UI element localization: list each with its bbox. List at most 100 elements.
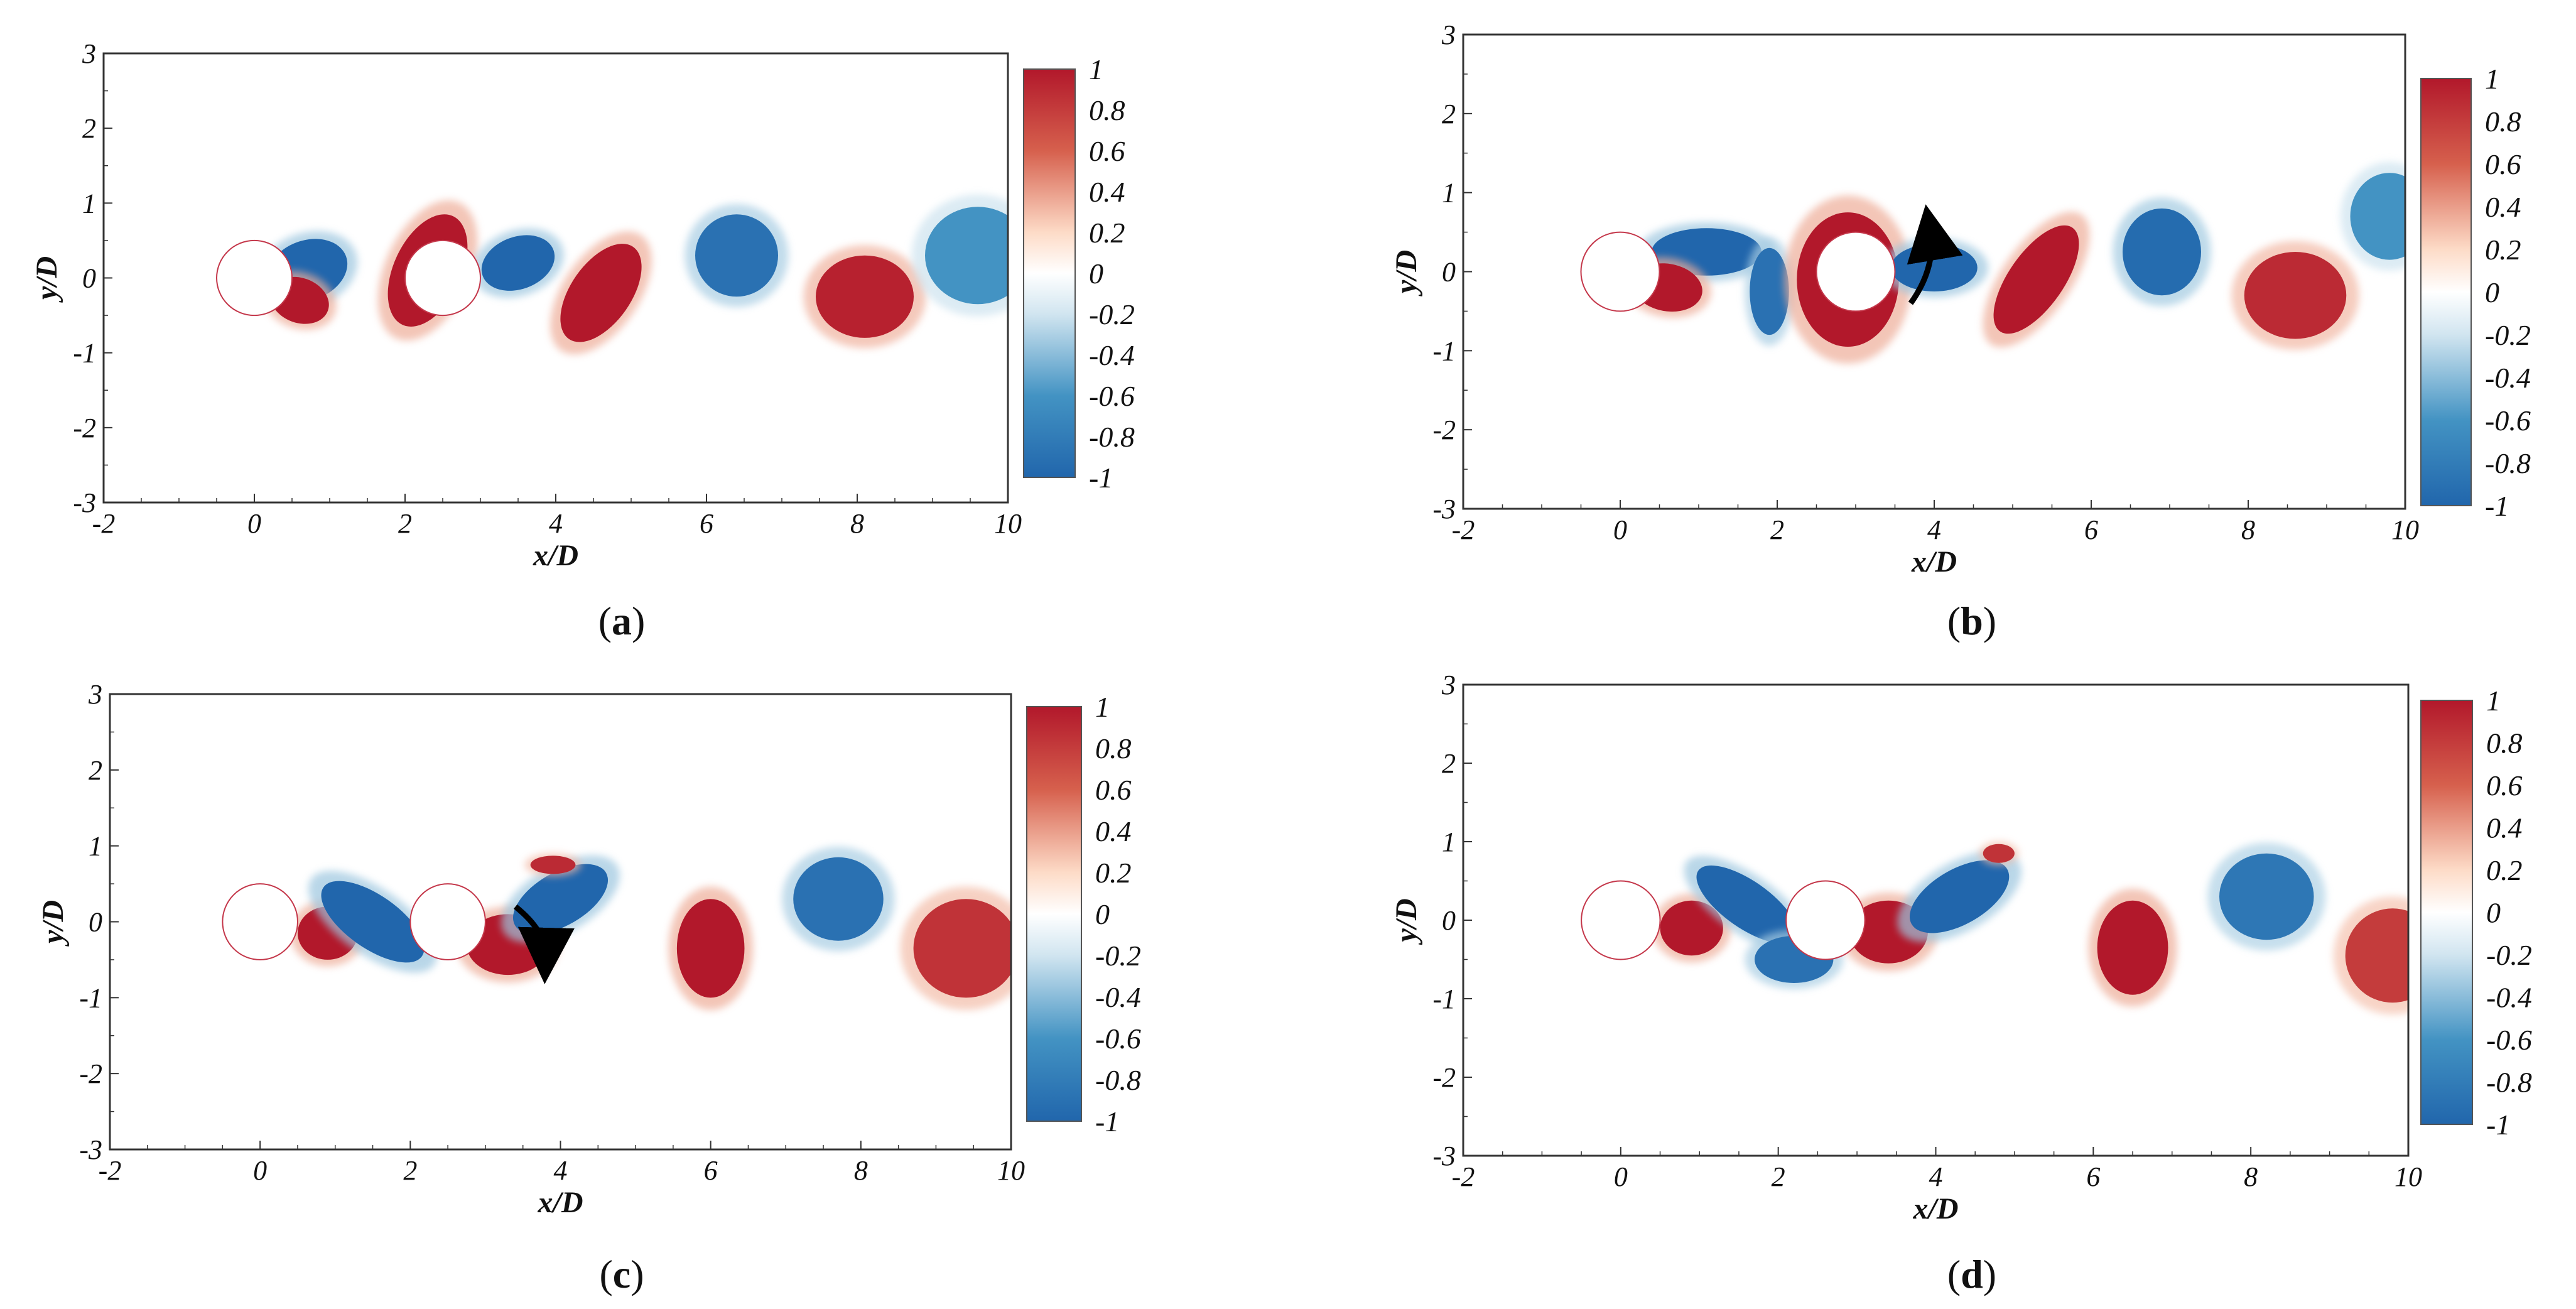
vorticity-field (222, 847, 1011, 1010)
colorbar-tick-label: -0.8 (2486, 1067, 2532, 1099)
colorbar-tick-label: -1 (2486, 1109, 2510, 1141)
colorbar-tick-label: 0 (2485, 276, 2499, 308)
colorbar-tick-label: -0.4 (1095, 981, 1141, 1013)
x-tick-label: 8 (2241, 514, 2255, 545)
x-axis-label: x/D (538, 1186, 583, 1219)
negative-vortex (2219, 853, 2314, 940)
negative-vortex (481, 235, 555, 291)
x-axis-label: x/D (1911, 545, 1957, 578)
colorbar-tick-label: 0.2 (1089, 217, 1125, 249)
x-tick-label: 0 (1614, 1161, 1628, 1192)
colorbar-tick-label: 0 (1095, 898, 1110, 930)
x-tick-label: -2 (92, 508, 116, 539)
colorbar-tick-label: -1 (1089, 462, 1113, 494)
colorbar-tick-label: -0.4 (2486, 982, 2532, 1014)
colorbar-tick-label: 0 (2486, 897, 2501, 929)
y-tick-label: 2 (82, 113, 96, 144)
x-tick-label: 10 (997, 1155, 1025, 1186)
x-tick-label: 8 (850, 508, 864, 539)
negative-vortex (695, 214, 778, 297)
colorbar-tick-label: 1 (1095, 691, 1110, 723)
colorbar (2420, 700, 2473, 1125)
y-tick-label: 1 (1442, 178, 1456, 209)
x-tick-label: 6 (704, 1155, 718, 1186)
positive-vortex (530, 855, 576, 874)
x-tick-label: 2 (403, 1155, 417, 1186)
colorbar-tick-label: 0.2 (1095, 857, 1132, 889)
panel-label: (d) (1947, 1252, 1996, 1296)
y-tick-label: -3 (1432, 494, 1456, 524)
x-tick-label: 0 (253, 1155, 267, 1186)
y-tick-label: -3 (79, 1134, 102, 1165)
y-axis-label: y/D (36, 900, 70, 947)
vorticity-field (216, 194, 1008, 355)
colorbar-tick-label: -0.2 (1089, 298, 1135, 330)
colorbar-tick-label: -0.6 (2485, 405, 2531, 437)
positive-vortex (2345, 908, 2408, 1003)
positive-vortex (2097, 900, 2168, 995)
colorbar-tick-label: -0.8 (2485, 447, 2531, 479)
x-tick-label: 8 (2244, 1161, 2258, 1192)
colorbar-tick-label: 0 (1089, 258, 1103, 290)
colorbar-tick-label: 0.4 (2486, 812, 2523, 844)
colorbar-tick-label: -0.6 (1095, 1023, 1141, 1055)
colorbar-tick-label: -0.2 (2485, 319, 2531, 351)
colorbar-tick-label: 0.6 (1095, 774, 1132, 806)
panel-label: (a) (598, 599, 646, 643)
colorbar (1023, 68, 1076, 478)
positive-vortex (816, 255, 914, 338)
negative-vortex (512, 864, 609, 934)
y-tick-label: -1 (1432, 335, 1456, 366)
y-tick-label: 1 (1442, 827, 1456, 857)
negative-vortex (1750, 247, 1789, 335)
colorbar-tick-label: -1 (2485, 490, 2509, 522)
positive-vortex (1993, 225, 2079, 334)
negative-vortex (321, 881, 425, 963)
colorbar-tick-label: -1 (1095, 1105, 1119, 1138)
x-tick-label: 4 (549, 508, 563, 539)
colorbar-tick-label: 0.4 (1089, 176, 1125, 208)
x-tick-label: 2 (398, 508, 412, 539)
x-tick-label: 6 (2086, 1161, 2100, 1192)
colorbar-tick-label: 0.8 (2485, 106, 2521, 138)
y-tick-label: -2 (73, 413, 96, 443)
y-tick-label: -1 (1432, 984, 1456, 1014)
colorbar-tick-label: 1 (2485, 63, 2499, 95)
y-axis-label: y/D (1390, 898, 1423, 945)
y-tick-label: 0 (89, 907, 102, 938)
x-tick-label: 10 (2395, 1161, 2422, 1192)
panel-c: -2 0 2 4 6 8 10-3-2-10123x/Dy/D10.80.60.40.20-… (36, 679, 1141, 1296)
colorbar-tick-label: -0.4 (2485, 362, 2531, 394)
x-tick-label: -2 (99, 1155, 122, 1186)
shedding-arrow (513, 904, 575, 984)
colorbar-tick-label: 0.8 (1089, 94, 1125, 126)
colorbar-tick-label: 0.6 (2485, 148, 2521, 180)
y-tick-label: 0 (1442, 257, 1456, 288)
negative-vortex (1696, 865, 1797, 944)
shedding-arrow (1907, 204, 1963, 305)
x-tick-label: 10 (2391, 514, 2419, 545)
vorticity-field (1580, 161, 2405, 364)
colorbar-tick-label: 0.2 (2485, 234, 2521, 266)
negative-vortex (2123, 208, 2201, 296)
y-tick-label: 0 (82, 263, 96, 294)
x-tick-label: 4 (1929, 1161, 1943, 1192)
cylinder (222, 883, 298, 960)
colorbar-tick-label: -0.6 (2486, 1024, 2532, 1056)
colorbar-tick-label: -0.8 (1095, 1064, 1141, 1096)
x-tick-label: 6 (2084, 514, 2098, 545)
positive-vortex (676, 899, 745, 998)
x-tick-label: -2 (1452, 514, 1475, 545)
panel-d: -2 0 2 4 6 8 10-3-2-10123x/Dy/D10.80.60.40.20-… (1390, 670, 2532, 1296)
colorbar-tick-label: 0.6 (2486, 769, 2523, 801)
panel-label: (b) (1947, 599, 1996, 643)
positive-vortex (1983, 844, 2015, 863)
y-tick-label: 2 (1442, 748, 1456, 779)
y-axis-label: y/D (1390, 250, 1423, 296)
y-tick-label: -1 (79, 982, 102, 1013)
y-tick-label: 2 (1442, 99, 1456, 129)
colorbar-tick-label: -0.6 (1089, 380, 1135, 412)
panel-label: (c) (599, 1252, 644, 1296)
cylinder (1581, 880, 1661, 960)
